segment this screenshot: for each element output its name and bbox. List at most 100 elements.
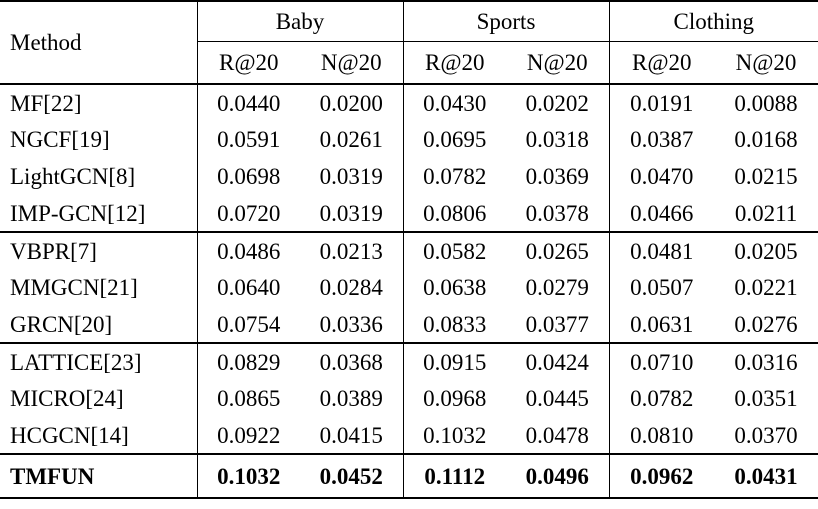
value-cell: 0.0377 [506,306,610,344]
value-cell: 0.0833 [403,306,506,344]
value-cell: 0.0191 [630,90,694,116]
value-cell: 0.0261 [300,121,404,158]
value-cell: 0.0478 [506,417,610,455]
group-header-sports: Sports [403,1,610,42]
table-body: MF[22] 0.0440 0.0200 0.0430 0.0202 0.019… [0,84,818,498]
value-cell: 0.0810 [609,417,715,455]
metric-header-sports-r20: R@20 [403,41,506,85]
value-cell: 0.0370 [714,417,818,455]
value-cell: 0.0318 [506,121,610,158]
value-cell: 0.0782 [423,164,487,189]
method-cell: NGCF[19] [0,121,198,158]
value-cell: 0.0486 [217,238,281,264]
table-row: GRCN[20] 0.0754 0.0336 0.0833 0.0377 0.0… [0,306,818,344]
value-cell: 0.0424 [506,343,610,380]
method-cell: IMP-GCN[12] [0,195,198,233]
value-cell: 0.0368 [300,343,404,380]
group-header-baby: Baby [197,1,404,42]
group-header-row: Method Baby Sports Clothing [0,1,818,85]
value-cell: 0.0922 [197,417,300,455]
value-cell: 0.0638 [423,275,487,300]
value-cell: 0.0582 [423,238,487,264]
value-cell: 0.0452 [300,454,404,498]
value-cell: 0.0968 [423,386,487,411]
value-cell: 0.0430 [423,90,487,116]
metric-header-baby-n20: N@20 [300,41,404,85]
value-cell: 0.0720 [197,195,300,233]
value-cell: 0.0351 [734,386,798,411]
table-row: TMFUN 0.1032 0.0452 0.1112 0.0496 0.0962… [0,454,818,498]
value-cell: 0.0415 [300,417,404,455]
metric-header-baby-r20: R@20 [197,41,300,85]
table-row: LightGCN[8] 0.0698 0.0319 0.0782 0.0369 … [0,158,818,195]
table-header: Method Baby Sports Clothing R@20 N@20 R@… [0,1,818,85]
metric-header-row: R@20 N@20 R@20 N@20 R@20 N@20 [0,41,818,85]
table-row: HCGCN[14] 0.0922 0.0415 0.1032 0.0478 0.… [0,417,818,455]
value-cell: 0.0640 [217,275,281,300]
value-cell: 0.0754 [197,306,300,344]
value-cell: 0.0782 [630,386,694,411]
table-row: MICRO[24] 0.0865 0.0389 0.0968 0.0445 0.… [0,380,818,417]
value-cell: 0.0698 [217,164,281,189]
metric-header-clothing-n20: N@20 [714,41,818,85]
value-cell: 0.0829 [217,349,281,375]
value-cell: 0.1112 [424,463,486,489]
value-cell: 0.0168 [734,127,798,152]
value-cell: 0.0631 [609,306,715,344]
value-cell: 0.0387 [630,127,694,152]
table-row: MMGCN[21] 0.0640 0.0284 0.0638 0.0279 0.… [0,269,818,306]
method-cell: LATTICE[23] [0,343,198,380]
value-cell: 0.0865 [217,386,281,411]
value-cell: 0.0507 [630,275,694,300]
method-cell: VBPR[7] [0,232,198,269]
value-cell: 0.0319 [300,195,404,233]
value-cell: 0.0470 [630,164,694,189]
value-cell: 0.0205 [734,238,798,264]
value-cell: 0.0200 [300,84,404,121]
method-cell: LightGCN[8] [0,158,198,195]
table-row: IMP-GCN[12] 0.0720 0.0319 0.0806 0.0378 … [0,195,818,233]
method-column-header: Method [0,1,198,85]
value-cell: 0.0466 [609,195,715,233]
value-cell: 0.0962 [630,463,694,489]
value-cell: 0.0369 [506,158,610,195]
table-row: MF[22] 0.0440 0.0200 0.0430 0.0202 0.019… [0,84,818,121]
value-cell: 0.0319 [300,158,404,195]
method-cell: MICRO[24] [0,380,198,417]
value-cell: 0.0806 [403,195,506,233]
value-cell: 0.0378 [506,195,610,233]
table-row: NGCF[19] 0.0591 0.0261 0.0695 0.0318 0.0… [0,121,818,158]
value-cell: 0.0389 [300,380,404,417]
method-cell: HCGCN[14] [0,417,198,455]
metric-header-sports-n20: N@20 [506,41,610,85]
value-cell: 0.0440 [217,90,281,116]
metric-header-clothing-r20: R@20 [609,41,715,85]
method-cell: TMFUN [0,454,198,498]
value-cell: 0.0221 [734,275,798,300]
value-cell: 0.0496 [506,454,610,498]
value-cell: 0.0336 [300,306,404,344]
value-cell: 0.0211 [714,195,818,233]
table-row: VBPR[7] 0.0486 0.0213 0.0582 0.0265 0.04… [0,232,818,269]
value-cell: 0.0279 [506,269,610,306]
value-cell: 0.0088 [734,90,798,116]
value-cell: 0.0445 [506,380,610,417]
value-cell: 0.0213 [300,232,404,269]
value-cell: 0.0202 [506,84,610,121]
value-cell: 0.0431 [734,463,798,489]
value-cell: 0.0481 [630,238,694,264]
value-cell: 0.0265 [506,232,610,269]
group-header-clothing: Clothing [609,1,818,42]
value-cell: 0.0276 [714,306,818,344]
value-cell: 0.1032 [217,463,281,489]
method-cell: MF[22] [0,84,198,121]
value-cell: 0.1032 [403,417,506,455]
value-cell: 0.0284 [300,269,404,306]
value-cell: 0.0316 [734,349,798,375]
value-cell: 0.0215 [734,164,798,189]
value-cell: 0.0591 [217,127,281,152]
method-cell: MMGCN[21] [0,269,198,306]
table-row: LATTICE[23] 0.0829 0.0368 0.0915 0.0424 … [0,343,818,380]
method-cell: GRCN[20] [0,306,198,344]
